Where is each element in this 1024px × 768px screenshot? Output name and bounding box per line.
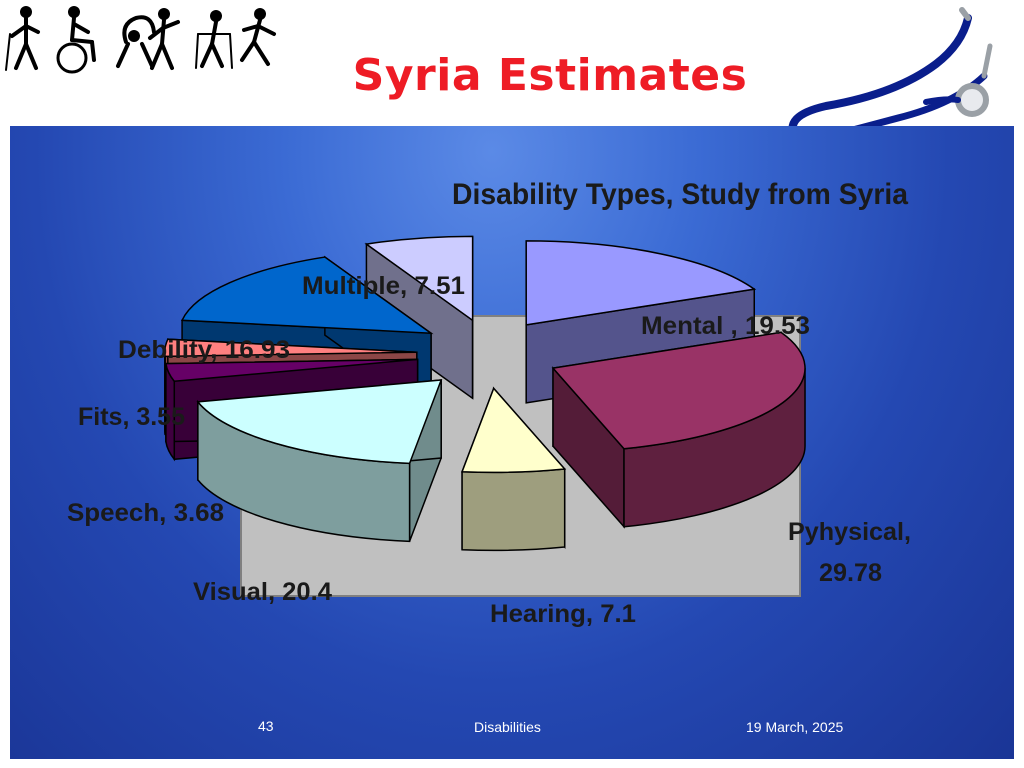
slice-wall-hearing: [461, 468, 566, 552]
slice-top-hearing: [461, 386, 567, 474]
chart-title: Disability Types, Study from Syria: [452, 178, 908, 211]
data-label-speech: Speech, 3.68: [67, 499, 224, 527]
data-label-debility: Debility, 16.93: [118, 336, 290, 364]
data-label-multiple: Multiple, 7.51: [302, 272, 465, 300]
slice-top-fits: [164, 338, 417, 358]
footer-title: Disabilities: [474, 719, 541, 735]
slice-top-multiple: [364, 235, 474, 322]
footer-page-number: 43: [258, 718, 274, 734]
slice-multiple: [364, 235, 474, 400]
data-label-hearing: Hearing, 7.1: [490, 600, 636, 628]
pie-chart: Disability Types, Study from Syria Menta…: [67, 178, 911, 628]
pie-body: [164, 235, 806, 552]
data-label-fits: Fits, 3.55: [78, 403, 185, 431]
slice-top-pyhysical: [551, 331, 806, 450]
slice-top-visual: [196, 379, 443, 465]
data-label-physical-name: Pyhysical,: [788, 518, 911, 546]
data-label-physical-value: 29.78: [819, 559, 882, 587]
slice-pyhysical: [551, 331, 806, 529]
slide-header: Syria Estimates: [0, 0, 1024, 146]
slice-top-mental: [525, 240, 757, 326]
pie-labels: Mental , 19.53 Pyhysical, 29.78 Hearing,…: [67, 272, 911, 628]
slice-visual: [196, 379, 443, 543]
chart-panel: Disability Types, Study from Syria Menta…: [10, 126, 1014, 759]
slice-top-debility: [180, 256, 434, 335]
footer-date: 19 March, 2025: [746, 719, 844, 735]
data-label-mental: Mental , 19.53: [641, 312, 810, 340]
slice-hearing: [461, 386, 567, 552]
data-label-visual: Visual, 20.4: [193, 578, 332, 606]
slide-title: Syria Estimates: [352, 50, 748, 101]
slice-top-speech: [165, 358, 418, 383]
disabled-people-silhouettes-icon: [5, 6, 276, 74]
